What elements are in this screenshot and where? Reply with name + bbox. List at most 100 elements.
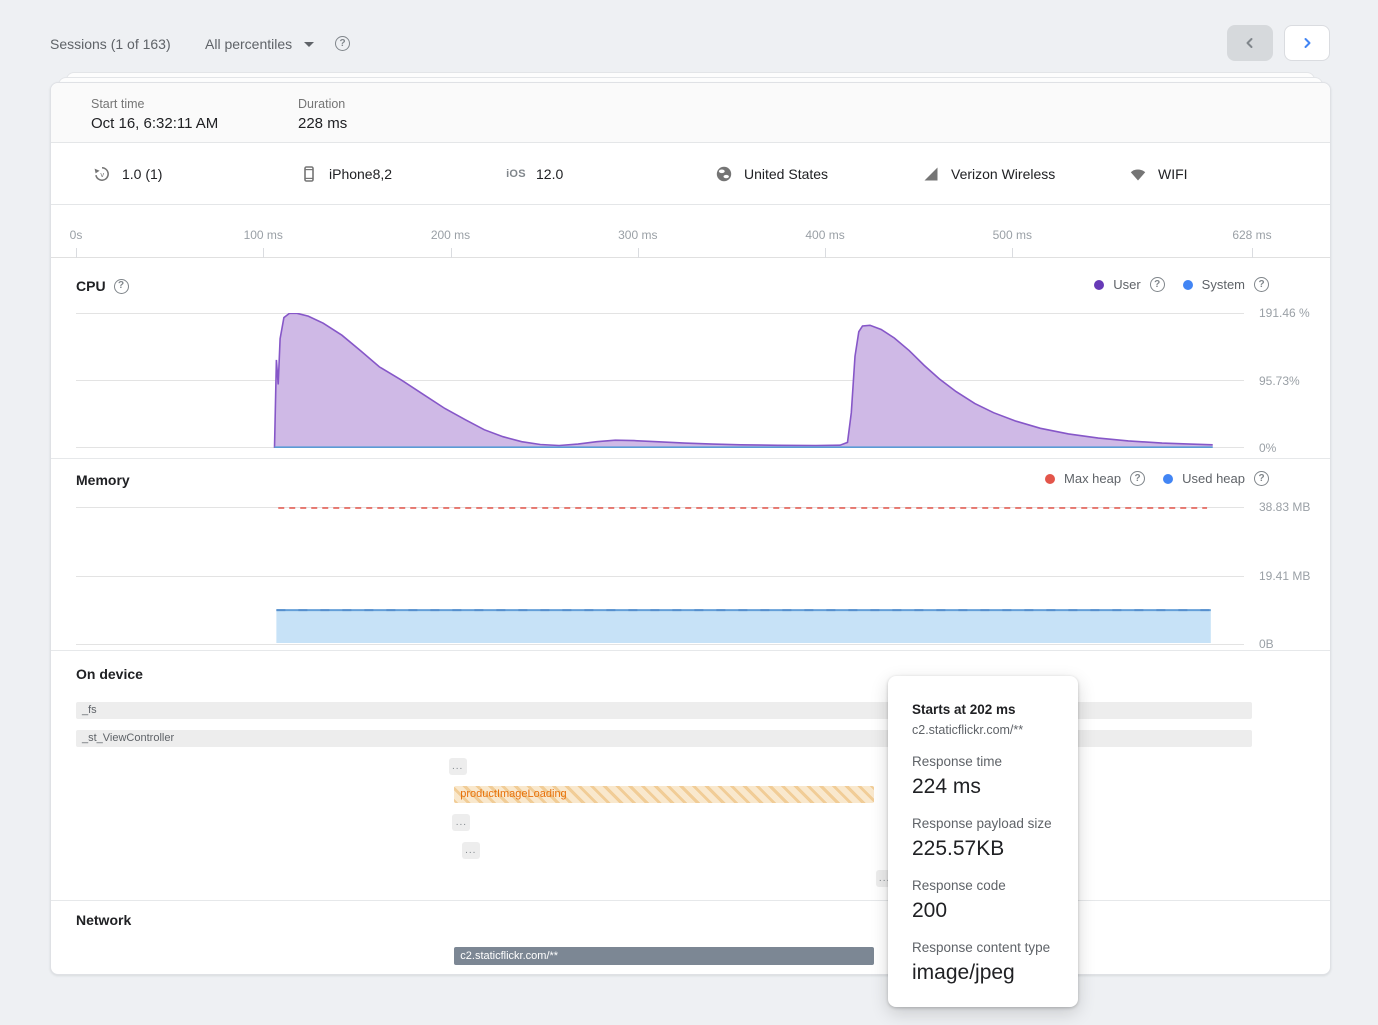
trace-row: _st_ViewController — [51, 730, 1330, 747]
network-section: Network c2.staticflickr.com/** — [51, 901, 1330, 976]
cpu-section: CPU ? User ? System ? — [51, 258, 1330, 459]
cpu-ymid-label: 95.73% — [1259, 374, 1300, 388]
trace-bar-product-image-loading[interactable]: productImageLoading — [454, 786, 874, 803]
gridline — [76, 313, 1244, 314]
tooltip-field-value: 200 — [912, 899, 948, 922]
app-version-item: v 1.0 (1) — [93, 143, 162, 205]
trace-row: ... — [51, 870, 1330, 887]
timeline-tick: 500 ms — [962, 228, 1062, 258]
collapsed-trace-chip[interactable]: ... — [461, 842, 480, 859]
tooltip-field-label: Response code — [912, 878, 1006, 893]
tooltip-url: c2.staticflickr.com/** — [912, 723, 1024, 737]
timeline-tick: 0s — [26, 228, 126, 258]
memory-section: Memory Max heap ? Used heap ? — [51, 459, 1330, 651]
timeline-ruler: 0s 100 ms 200 ms 300 ms 400 ms 500 ms 62… — [51, 205, 1330, 258]
globe-icon — [715, 165, 733, 183]
svg-text:v: v — [100, 170, 104, 179]
network-request-bar[interactable]: c2.staticflickr.com/** — [454, 947, 874, 965]
on-device-title: On device — [76, 666, 143, 682]
help-icon[interactable]: ? — [335, 36, 350, 51]
start-time-stat: Start time Oct 16, 6:32:11 AM — [91, 97, 218, 132]
used-heap-band — [276, 610, 1211, 643]
start-time-value: Oct 16, 6:32:11 AM — [91, 115, 219, 132]
timeline-tick: 300 ms — [588, 228, 688, 258]
legend-system: System ? — [1182, 277, 1269, 292]
timeline-tick: 628 ms — [1202, 228, 1302, 258]
memory-ymid-label: 19.41 MB — [1259, 569, 1311, 583]
radio-item: WIFI — [1129, 143, 1188, 205]
collapsed-trace-chip[interactable]: ... — [448, 758, 467, 775]
used-heap-series-dot — [1163, 473, 1174, 484]
chevron-down-icon — [304, 41, 315, 47]
tooltip-field-value: image/jpeg — [912, 961, 1015, 984]
memory-legend: Max heap ? Used heap ? — [1037, 471, 1269, 486]
gridline — [76, 576, 1244, 577]
cpu-chart: 191.46 % 95.73% 0% — [76, 306, 1310, 455]
duration-value: 228 ms — [298, 115, 348, 132]
trace-row: ... — [51, 814, 1330, 831]
carrier-label: Verizon Wireless — [951, 166, 1056, 182]
device-info-row: v 1.0 (1) iPhone8,2 iOS 12.0 United Stat… — [51, 143, 1330, 205]
gridline — [76, 507, 1244, 508]
system-series-dot — [1182, 279, 1193, 290]
memory-section-title: Memory — [76, 472, 130, 488]
help-icon[interactable]: ? — [1149, 277, 1165, 292]
cpu-area-chart — [273, 313, 1213, 448]
collapsed-trace-chip[interactable]: ... — [452, 814, 471, 831]
trace-row: ... — [51, 842, 1330, 859]
country-item: United States — [715, 143, 828, 205]
tooltip-field-label: Response time — [912, 754, 1003, 769]
memory-ymin-label: 0B — [1259, 637, 1274, 651]
cpu-legend: User ? System ? — [1086, 277, 1269, 292]
network-row: c2.staticflickr.com/** — [51, 947, 1330, 965]
gridline — [76, 380, 1244, 381]
trace-row: ... — [51, 758, 1330, 775]
tooltip-field-value: 224 ms — [912, 775, 981, 798]
os-version-label: 12.0 — [536, 166, 564, 182]
cpu-user-line — [273, 313, 1213, 448]
phone-icon — [300, 165, 318, 183]
help-icon[interactable]: ? — [1254, 277, 1269, 292]
radio-label: WIFI — [1158, 166, 1188, 182]
tooltip-field-label: Response content type — [912, 940, 1051, 955]
tooltip-field-value: 225.57KB — [912, 837, 1005, 860]
on-device-section: On device _fs _st_ViewController ... pro… — [51, 651, 1330, 901]
next-session-button[interactable] — [1284, 25, 1330, 61]
cpu-ymax-label: 191.46 % — [1259, 306, 1310, 320]
sessions-count-label: Sessions (1 of 163) — [50, 36, 171, 52]
chevron-left-icon — [1246, 38, 1253, 48]
wifi-icon — [1129, 165, 1147, 183]
percentiles-value: All percentiles — [205, 36, 293, 52]
timeline-tick: 400 ms — [775, 228, 875, 258]
trace-row: productImageLoading — [51, 786, 1330, 803]
ios-icon: iOS — [506, 168, 526, 180]
legend-user: User ? — [1094, 277, 1165, 292]
tooltip-title: Starts at 202 ms — [912, 702, 1016, 717]
network-title: Network — [76, 912, 132, 928]
help-icon[interactable]: ? — [113, 278, 129, 294]
carrier-signal-icon — [922, 165, 940, 183]
memory-ymax-label: 38.83 MB — [1259, 500, 1311, 514]
duration-stat: Duration 228 ms — [298, 97, 347, 132]
help-icon[interactable]: ? — [1254, 471, 1269, 486]
tooltip-field-label: Response payload size — [912, 816, 1052, 831]
session-nav — [1227, 25, 1330, 61]
timeline-tick: 100 ms — [213, 228, 313, 258]
os-version-item: iOS 12.0 — [506, 143, 564, 205]
cpu-user-area — [274, 313, 1213, 448]
trace-rows: _fs _st_ViewController ... productImageL… — [51, 702, 1330, 898]
toolbar: Sessions (1 of 163) All percentiles ? — [0, 0, 1378, 70]
percentiles-dropdown[interactable]: All percentiles — [203, 33, 316, 55]
duration-label: Duration — [298, 97, 346, 111]
cpu-section-title: CPU ? — [76, 278, 129, 294]
legend-used-heap: Used heap ? — [1163, 471, 1269, 486]
previous-session-button[interactable] — [1227, 25, 1273, 61]
session-card: Start time Oct 16, 6:32:11 AM Duration 2… — [50, 82, 1331, 975]
chevron-right-icon — [1304, 38, 1311, 48]
carrier-item: Verizon Wireless — [922, 143, 1055, 205]
memory-chart: 38.83 MB 19.41 MB 0B — [76, 500, 1310, 651]
network-request-tooltip: Starts at 202 ms c2.staticflickr.com/** … — [888, 676, 1078, 1007]
help-icon[interactable]: ? — [1130, 471, 1146, 486]
device-model-item: iPhone8,2 — [300, 143, 392, 205]
